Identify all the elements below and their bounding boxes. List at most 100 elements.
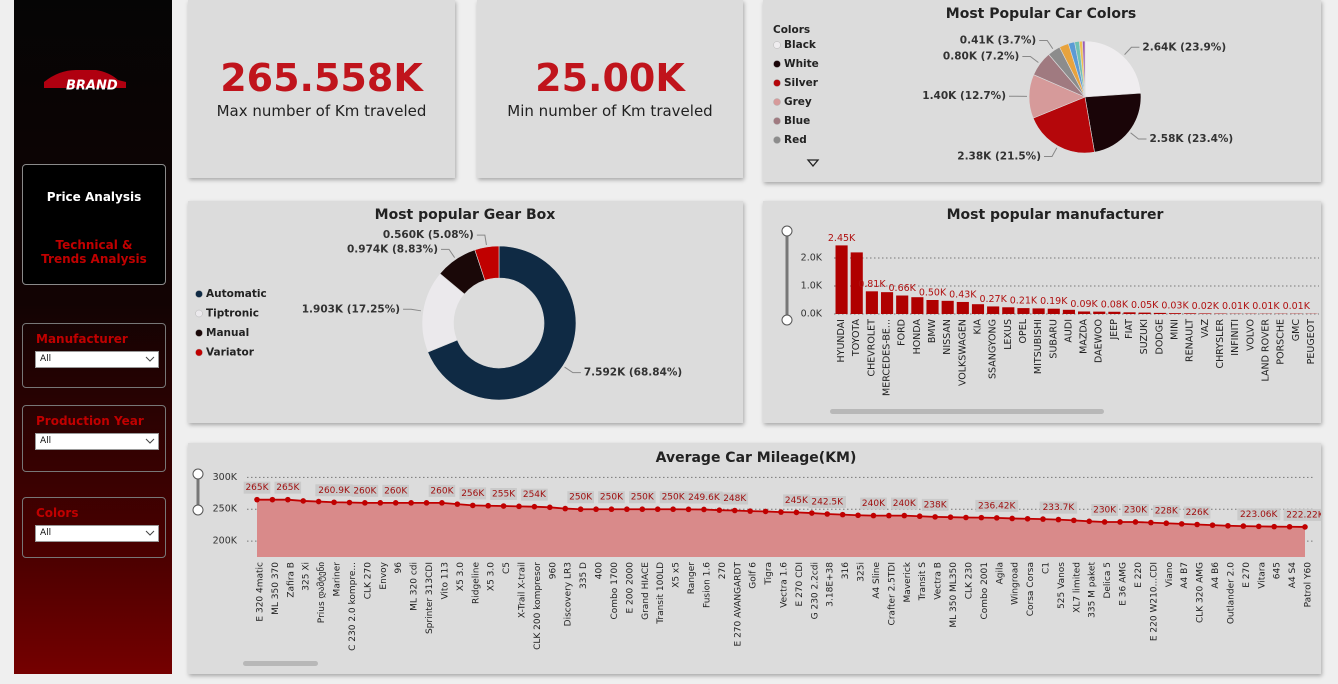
bar [1093,311,1106,314]
data-label: 0.01K [1252,301,1280,312]
area [257,499,1305,557]
data-label: 249.6K [688,493,721,503]
label-bg [659,491,687,504]
point [762,508,769,515]
slice [474,245,500,281]
scrollbar[interactable] [243,661,318,666]
x-tick-label: AUDI [1063,319,1074,343]
point [670,506,676,513]
bar [1168,313,1182,314]
label-bg [860,497,887,510]
donut-chart: Most popular Gear Box 7.592K (68.84%) 1.9… [195,207,682,401]
filter-label: Colors [36,506,79,520]
slider-handle[interactable] [781,314,793,326]
label-bg [1283,508,1321,521]
label-bg [598,491,625,504]
x-tick-label: A4 Sline [872,562,882,599]
x-tick-label: Transit 100LD [656,562,666,625]
label-bg [521,488,548,501]
dropdown[interactable]: All [35,351,159,368]
kpi-caption: Min number of Km traveled [507,102,713,120]
x-tick-label: 960 [548,562,558,579]
x-tick-label: DODGE [1154,319,1165,354]
point [1132,519,1139,525]
point [439,500,445,506]
x-tick-label: PORSCHE [1276,319,1287,365]
x-tick-label: MINI [1170,319,1181,340]
x-tick-label: Crafter 2.5TDI [887,562,897,626]
x-tick-label: 325i [857,562,867,582]
x-tick-label: SSANGYONG [988,319,999,379]
x-tick-label: Transit S [918,562,928,602]
x-tick-label: Vectra 1.6 [780,562,790,608]
kpi-caption: Max number of Km traveled [216,102,427,120]
label-bg [890,497,918,510]
legend-swatch [195,309,203,318]
data-label: 233.7K [1043,503,1076,513]
chart-title: Most Popular Car Colors [946,6,1136,22]
data-label: 0.21K [1010,296,1038,307]
chevron [145,356,155,362]
nav-price[interactable]: Price Analysis [46,190,142,204]
legend-swatch [773,98,781,106]
data-label: 250K [600,493,624,503]
x-tick-label: 400 [595,562,605,579]
point [1286,523,1293,530]
chart-title: Average Car Mileage(KM) [656,450,857,466]
legend-label: Black [784,39,817,51]
point [886,512,892,519]
slider-handle[interactable] [192,504,204,516]
x-tick-label: Vectra B [934,562,944,600]
bar [926,300,939,314]
point [1302,524,1308,530]
x-tick-label: Ranger [687,562,697,595]
data-label: 7.592K (68.84%) [584,367,682,379]
dropdown[interactable]: All [35,433,159,450]
bar [850,252,863,314]
data-label: 2.58K (23.4%) [1149,133,1233,145]
x-tick-label: E 270 CDI [795,562,805,606]
scrollbar[interactable] [830,409,1104,414]
nav-technical[interactable]: Technical & Trends Analysis [41,238,147,266]
x-tick-label: 645 [1273,562,1283,579]
x-tick-label: FORD [897,319,908,346]
x-tick-label: Corsa Corsa [1026,562,1036,616]
bar [1184,313,1197,314]
x-tick-label: A4 B7 [1180,562,1190,589]
x-tick-label: G 230 2.2cdi [810,562,820,619]
x-tick-label: DAEWOO [1094,319,1105,363]
point [685,506,692,513]
point [547,504,553,511]
logo-car [44,70,126,88]
leader-line [476,234,487,246]
slider-handle[interactable] [192,468,204,480]
label-bg [1039,501,1078,514]
legend-scroll[interactable] [806,159,820,168]
x-tick-label: Wingroad [1011,562,1021,605]
kpi-value: 265.558K [220,56,423,100]
label-bg [1122,503,1149,516]
dropdown[interactable]: All [35,525,159,542]
label-bg [382,484,410,497]
x-tick-label: Combo 1700 [610,562,620,620]
x-tick-label: 335 M paket [1088,562,1098,618]
x-tick-label: CLK 200 kompresor [533,562,543,650]
chart-card: Most Popular Car Colors 2.64K (23.9%) 2.5… [763,0,1321,182]
bar [880,292,894,314]
slider-handle[interactable] [781,225,793,237]
x-tick-label: Golf 6 [749,562,759,589]
data-label: 0.05K [1131,300,1159,311]
x-tick-label: SUZUKI [1139,319,1150,354]
x-tick-label: Patrol Y60 [1304,562,1314,608]
y-tick-label: 200K [213,536,238,547]
point [916,513,923,520]
x-tick-label: C5 [502,562,512,574]
point [947,514,954,520]
x-tick-label: RENAULT [1185,319,1196,362]
x-tick-label: LAND ROVER [1260,319,1271,382]
leader-line [1124,46,1140,55]
label-bg [685,491,723,504]
data-label: 260K [384,486,408,496]
filter: Production Year All [22,405,166,472]
